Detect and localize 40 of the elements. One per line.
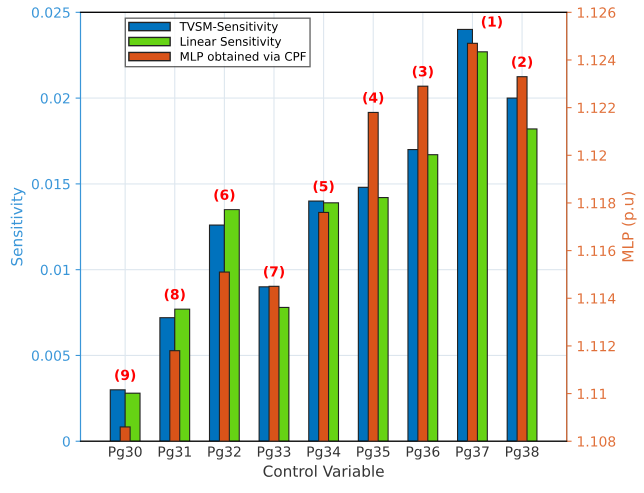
y2-tick-label: 1.112 bbox=[578, 340, 615, 352]
y2-tick-label: 1.108 bbox=[578, 436, 616, 447]
annotation: (2) bbox=[512, 56, 532, 69]
annotation: (4) bbox=[363, 92, 384, 104]
x-tick-label: Pg33 bbox=[258, 446, 290, 460]
y-tick-label: 0.015 bbox=[32, 178, 70, 190]
legend-label: Linear Sensitivity bbox=[180, 36, 282, 48]
x-tick-label: Pg34 bbox=[308, 446, 340, 460]
y2-tick-label: 1.122 bbox=[578, 102, 615, 113]
annotation: (8) bbox=[164, 288, 185, 302]
y2-tick-label: 1.116 bbox=[578, 246, 616, 256]
annotation: (3) bbox=[412, 66, 433, 78]
y-tick-label: 0.025 bbox=[32, 7, 70, 18]
x-tick-label: Pg32 bbox=[208, 446, 240, 460]
x-tick-label: Pg38 bbox=[506, 446, 539, 460]
y-tick-label: 0.005 bbox=[32, 350, 70, 361]
y2-tick-label: 1.124 bbox=[578, 54, 616, 66]
y-axis-title: Sensitivity bbox=[10, 187, 26, 266]
y-tick-label: 0.01 bbox=[40, 264, 70, 276]
y2-tick-label: 1.12 bbox=[578, 150, 606, 161]
y-tick-label: 0.02 bbox=[40, 93, 70, 104]
y2-tick-label: 1.126 bbox=[578, 7, 616, 18]
annotation: (7) bbox=[264, 266, 284, 278]
annotation: (1) bbox=[482, 16, 502, 28]
legend-label: MLP obtained via CPF bbox=[180, 52, 306, 61]
x-tick-label: Pg30 bbox=[109, 446, 142, 460]
x-tick-label: Pg37 bbox=[456, 446, 489, 460]
y2-axis-title: MLP (p.u) bbox=[622, 192, 637, 262]
y2-tick-label: 1.118 bbox=[578, 198, 616, 208]
legend-label: TVSM-Sensitivity bbox=[180, 22, 278, 34]
x-tick-label: Pg35 bbox=[357, 446, 390, 460]
x-tick-label: Pg31 bbox=[158, 446, 191, 460]
annotation: (9) bbox=[115, 369, 136, 382]
annotation: (5) bbox=[314, 180, 334, 194]
x-tick-label: Pg36 bbox=[406, 446, 440, 460]
annotation: (6) bbox=[214, 189, 234, 202]
x-axis-title: Control Variable bbox=[264, 465, 384, 477]
y2-tick-label: 1.114 bbox=[578, 293, 616, 304]
y2-tick-label: 1.11 bbox=[578, 388, 606, 399]
y-tick-label: 0 bbox=[62, 436, 70, 447]
